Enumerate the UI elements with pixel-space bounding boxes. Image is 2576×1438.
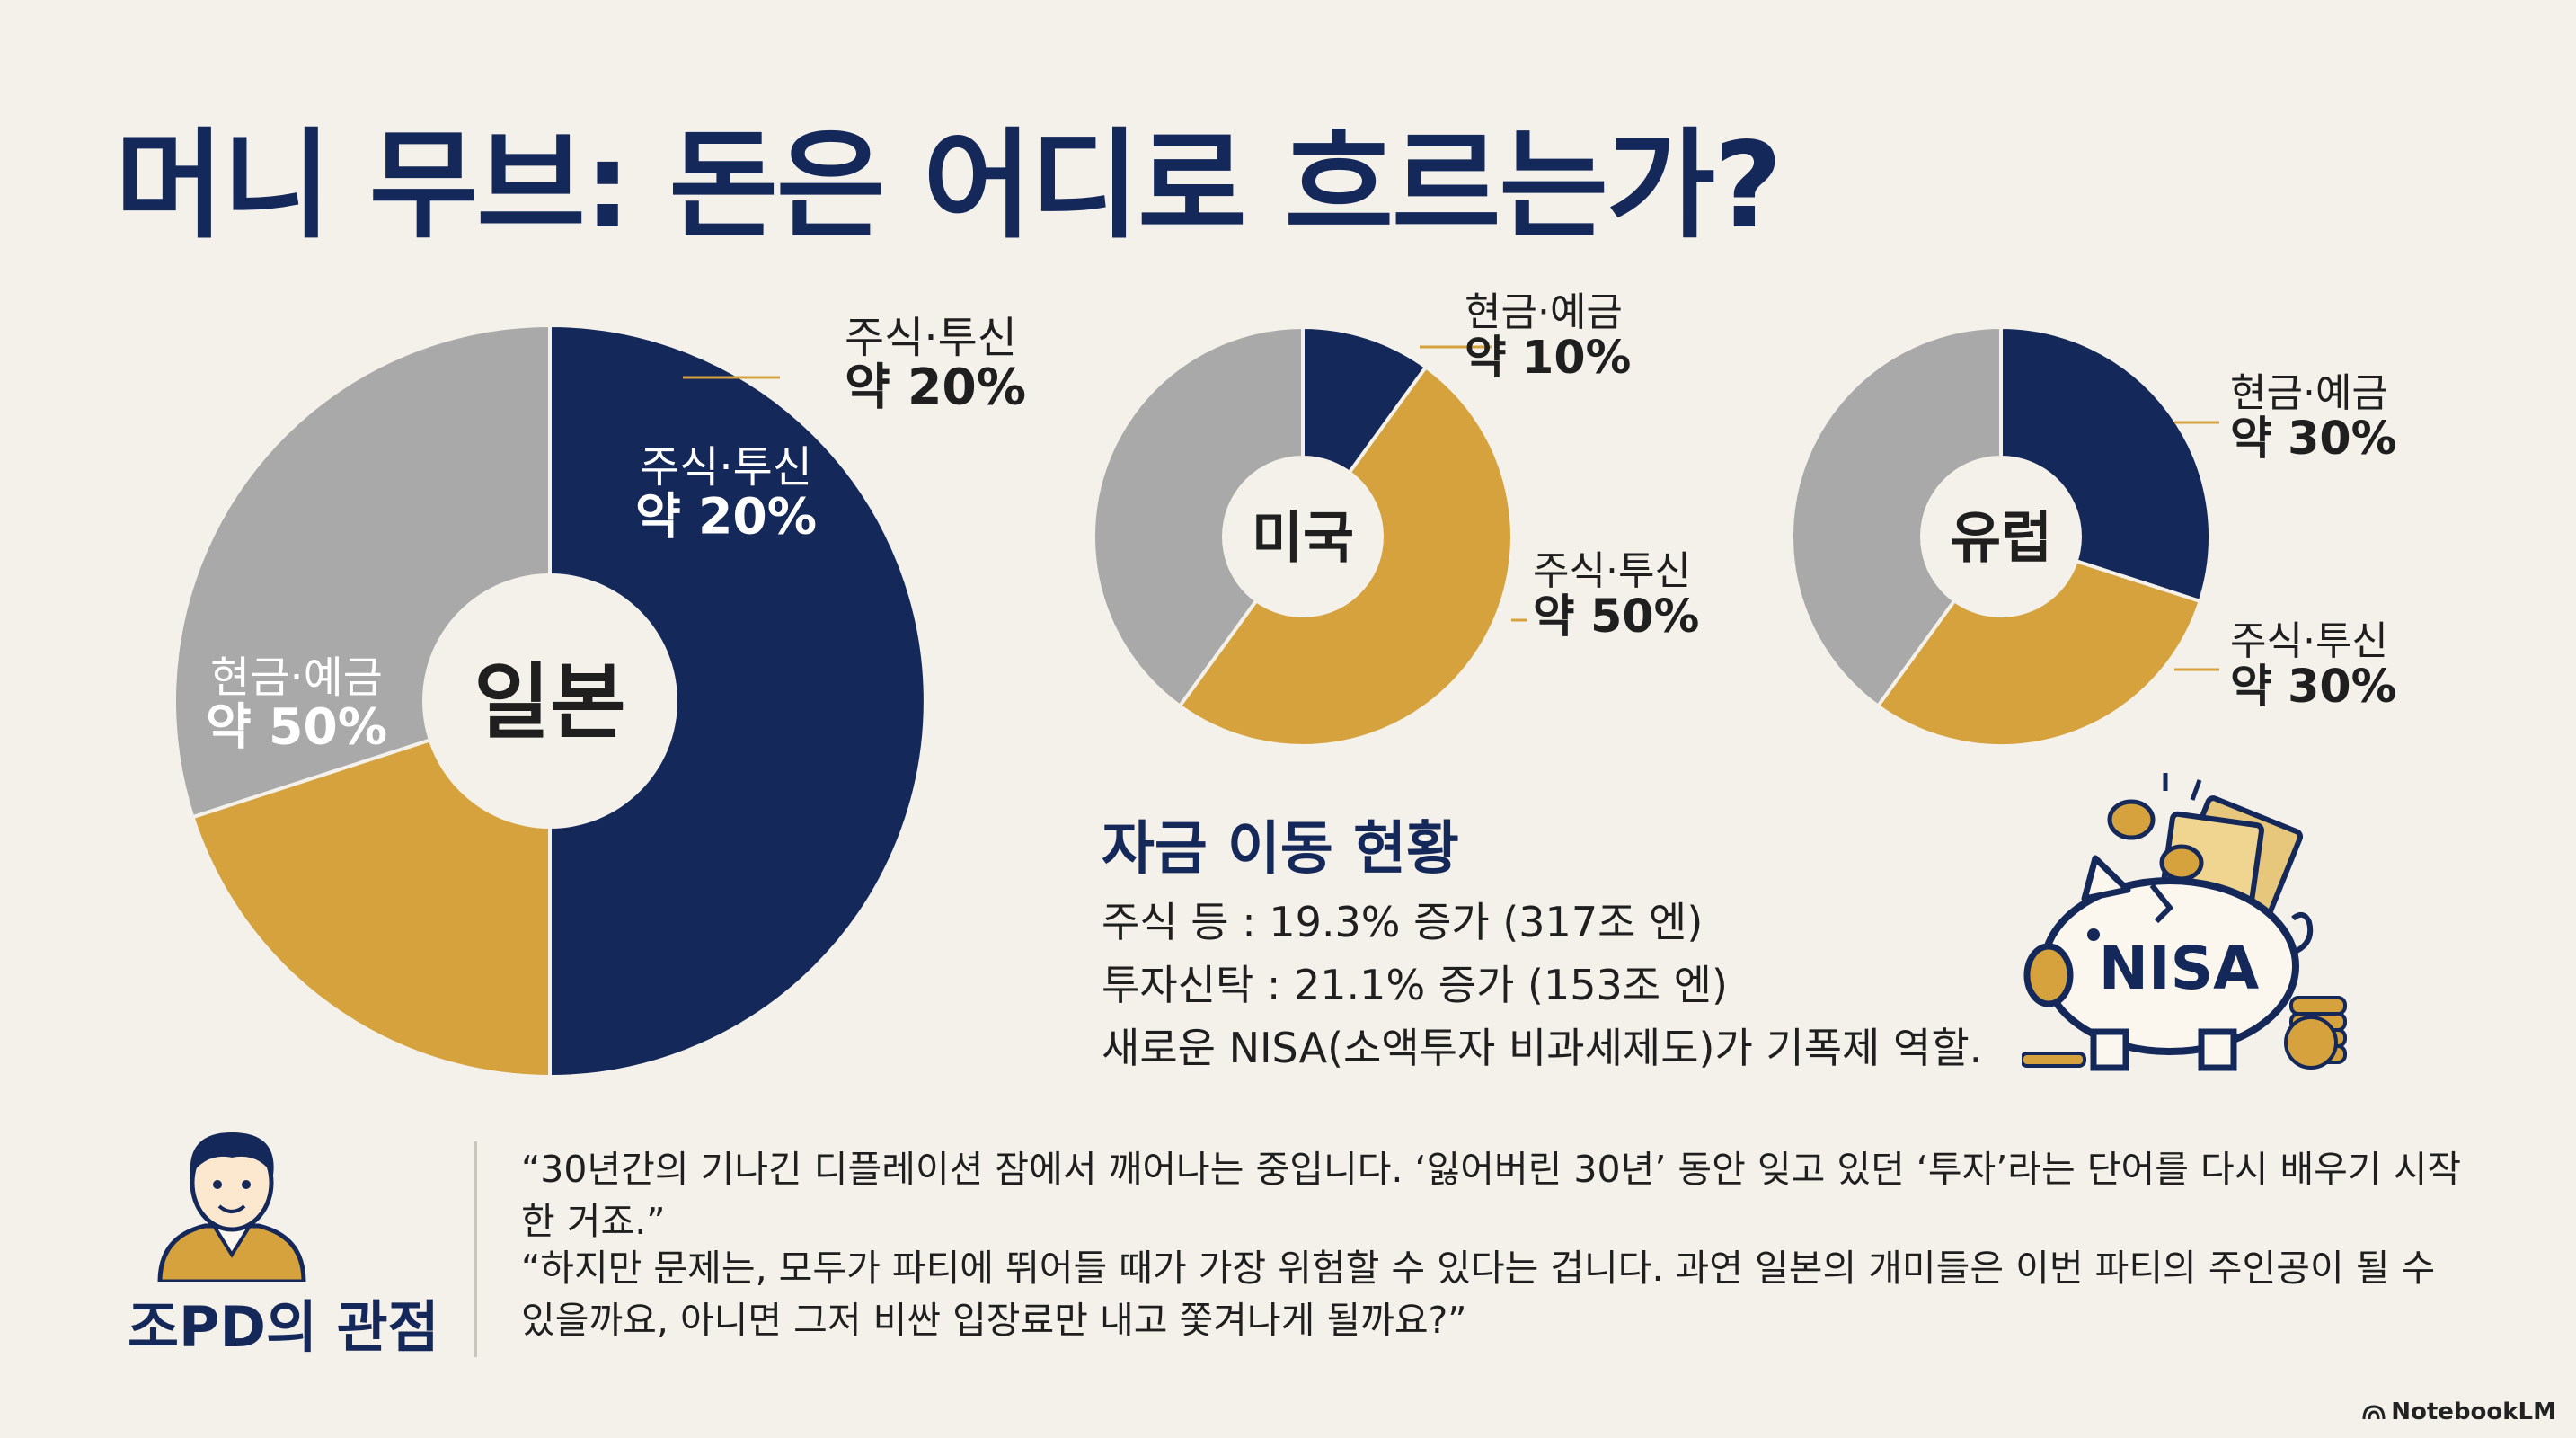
pd-title: 조PD의 관점 [128, 1294, 439, 1360]
pie-2-slice-0-value: 약 30% [2230, 412, 2396, 465]
pie-0-slice-0 [548, 323, 927, 1079]
flow-line-stocks: 주식 등 : 19.3% 증가 (317조 엔) [1102, 898, 1704, 946]
pie-2-slice-1 [1875, 534, 2203, 748]
divider [474, 1141, 477, 1357]
pie-2-slice-1-value: 약 30% [2230, 660, 2396, 713]
flow-line-funds: 투자신탁 : 21.1% 증가 (153조 엔) [1102, 961, 1728, 1009]
pie-0-slice-0-label: 현금·예금 [210, 652, 383, 703]
pie-1-slice-0-label: 현금·예금 [1465, 289, 1623, 335]
notebooklm-logo-icon [2362, 1405, 2386, 1420]
pie-0-slice-1 [190, 698, 552, 1079]
pie-1-hole [1222, 456, 1384, 617]
pie-0-slice-0-value: 약 50% [206, 699, 387, 757]
flow-line-nisa: 새로운 NISA(소액투자 비과세제도)가 기폭제 역할. [1102, 1024, 1983, 1072]
pie-2-slice-1-label: 주식·투신 [2230, 618, 2388, 664]
pd-avatar-icon [157, 1132, 306, 1282]
brand-label: NotebookLM [2391, 1398, 2556, 1425]
nisa-piggy-bank-icon: NISA [2022, 773, 2347, 1071]
pie-1-center-label: 미국 [1252, 504, 1354, 570]
nisa-badge-text: NISA [2099, 934, 2259, 1003]
pd-quote-2: “하지만 문제는, 모두가 파티에 뛰어들 때가 가장 위험할 수 있다는 겁니… [521, 1247, 2436, 1342]
pie-2-hole [1920, 456, 2082, 617]
pd-quote-1: “30년간의 기나긴 디플레이션 잠에서 깨어나는 중입니다. ‘잃어버린 30… [521, 1148, 2462, 1243]
brand: NotebookLM [2362, 1398, 2556, 1425]
pie-0-slice-1-value: 약 20% [635, 489, 817, 546]
pie-2-center-label: 유럽 [1950, 504, 2052, 570]
pie-0-center-label: 일본 [474, 654, 625, 750]
pie-2-slice-0-label: 현금·예금 [2230, 370, 2388, 416]
pie-1-slice-0-value: 약 10% [1465, 331, 1631, 384]
pie-1-slice-1-value: 약 50% [1533, 590, 1699, 643]
pie-0-slice-1-label: 주식·투신 [640, 442, 812, 493]
pie-1-slice-1-label: 주식·투신 [1533, 548, 1691, 594]
pie-0-callout-label: 주식·투신 [845, 313, 1017, 363]
pie-0-callout-value: 약 20% [845, 360, 1026, 417]
pie-0-hole [422, 573, 677, 829]
pie-1-slice-2 [1092, 324, 1305, 709]
page-title: 머니 무브: 돈은 어디로 흐르는가? [115, 117, 1783, 255]
pie-2-slice-2 [1790, 324, 2003, 709]
flow-heading: 자금 이동 현황 [1102, 816, 1459, 883]
